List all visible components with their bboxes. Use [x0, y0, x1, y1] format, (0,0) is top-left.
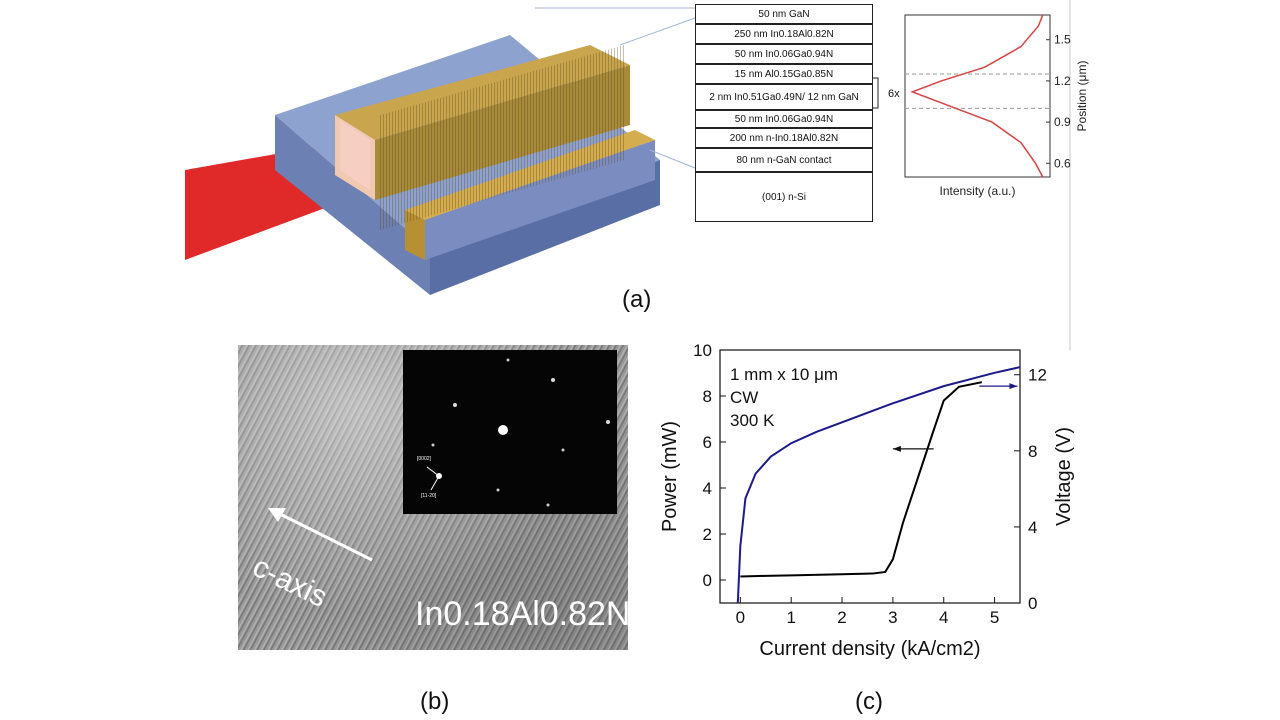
- liv-ytick-right-label-1: 4: [1028, 518, 1037, 537]
- profile-xlabel: Intensity (a.u.): [939, 184, 1015, 198]
- layer-8: 80 nm n-GaN contact: [695, 148, 873, 172]
- liv-ytick-left-label-1: 2: [703, 525, 712, 544]
- layer-3: 50 nm In0.06Ga0.94N: [695, 44, 873, 64]
- ridge-side: [375, 65, 630, 200]
- liv-ylabel-right: Voltage (V): [1053, 427, 1075, 526]
- layer-7: 200 nm n-In0.18Al0.82N: [695, 128, 873, 148]
- diffraction-label-2: [11-20]: [421, 493, 437, 499]
- liv-xtick-label-0: 0: [736, 608, 745, 627]
- diffraction-inset: [0002] [11-20]: [403, 350, 617, 514]
- layer-5: 2 nm In0.51Ga0.49N/ 12 nm GaN: [695, 84, 873, 110]
- liv-xtick-label-4: 4: [939, 608, 948, 627]
- liv-xtick-label-2: 2: [837, 608, 846, 627]
- panel-label-b: (b): [420, 688, 450, 715]
- liv-annotation-1: CW: [730, 388, 758, 407]
- profile-ytick-label-2: 1.2: [1054, 74, 1071, 88]
- power-axis-arrowhead: [892, 445, 901, 452]
- layer-1: 50 nm GaN: [695, 4, 873, 24]
- mode-profile-chart: 0.6 0.9 1.2 1.5 Intensity (a.u.) Position (μm…: [904, 14, 1089, 198]
- panel-label-a: (a): [622, 286, 652, 313]
- power-curve: [740, 381, 983, 578]
- liv-ytick-left-label-4: 8: [703, 387, 712, 406]
- profile-frame: [904, 14, 1051, 178]
- liv-xtick-label-5: 5: [990, 608, 999, 627]
- layer-6: 50 nm In0.06Ga0.94N: [695, 110, 873, 128]
- composition-label: In0.18Al0.82N: [415, 595, 631, 634]
- liv-frame: [719, 349, 1021, 604]
- profile-curve: [910, 14, 1044, 178]
- liv-ytick-left-label-3: 6: [703, 433, 712, 452]
- c-axis-arrow: [268, 508, 373, 562]
- liv-annotation-0: 1 mm x 10 μm: [730, 365, 838, 384]
- liv-ytick-left-label-2: 4: [703, 479, 712, 498]
- liv-ylabel-left: Power (mW): [659, 421, 681, 532]
- profile-ytick-label-3: 1.5: [1054, 33, 1071, 47]
- profile-ytick-label-1: 0.9: [1054, 115, 1071, 129]
- repeat-label: 6x: [888, 88, 900, 100]
- device-illustration: [185, 35, 660, 295]
- liv-xtick-label-3: 3: [888, 608, 897, 627]
- voltage-curve: [736, 366, 1021, 604]
- diffraction-label-1: [0002]: [417, 456, 431, 462]
- profile-ylabel: Position (μm): [1075, 61, 1089, 132]
- layer-2: 250 nm In0.18Al0.82N: [695, 24, 873, 44]
- panel-label-c: (c): [855, 688, 883, 715]
- composition-text: In0.18Al0.82N: [415, 595, 631, 633]
- repeat-bracket: [873, 77, 879, 109]
- layer-9: (001) n-Si: [695, 172, 873, 222]
- liv-ytick-right-label-2: 8: [1028, 442, 1037, 461]
- liv-xlabel: Current density (kA/cm2): [759, 638, 980, 660]
- liv-ytick-right-label-3: 12: [1028, 366, 1047, 385]
- voltage-axis-arrowhead: [1009, 383, 1018, 390]
- liv-ytick-left-label-0: 0: [703, 571, 712, 590]
- liv-annotation-2: 300 K: [730, 411, 775, 430]
- liv-ytick-right-label-0: 0: [1028, 594, 1037, 613]
- liv-ytick-left-label-5: 10: [693, 341, 712, 360]
- liv-xtick-label-1: 1: [786, 608, 795, 627]
- profile-ytick-label-0: 0.6: [1054, 156, 1071, 170]
- layer-4: 15 nm Al0.15Ga0.85N: [695, 64, 873, 84]
